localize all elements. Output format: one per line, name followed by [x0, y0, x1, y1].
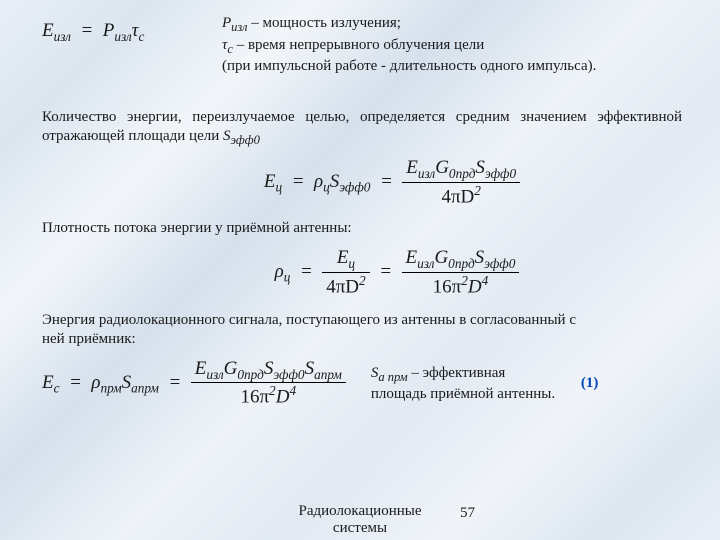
sym: E [406, 157, 418, 178]
sym: G [435, 157, 449, 178]
sub-tau: с [138, 29, 144, 44]
sym: S [305, 358, 315, 379]
numerator: EизлG0прдSэфф0 [402, 248, 520, 273]
eqsign: = [69, 372, 82, 393]
eqsign: = [300, 261, 313, 282]
numerator: EизлG0прдSэфф0Sапрм [191, 359, 346, 384]
para-signal-energy: Энергия радиолокационного сигнала, посту… [42, 311, 602, 349]
sub: эфф0 [339, 180, 370, 195]
sym-P: P [103, 20, 115, 41]
denominator: 16π2D4 [191, 383, 346, 407]
def2-sub: а прм [378, 370, 407, 384]
sub: эфф0 [484, 256, 515, 271]
exp: 4 [482, 273, 489, 288]
sym: E [42, 372, 54, 393]
para1-sym: S [223, 128, 231, 144]
sym: E [195, 358, 207, 379]
eq-flux: ρц = Eц 4πD2 = EизлG0прдSэфф0 16π2D4 [112, 248, 682, 297]
exp: 2 [461, 273, 468, 288]
def-S-aprm: Sа прм – эффективная площадь приёмной ан… [371, 364, 561, 403]
fraction-2: EизлG0прдSэфф0 16π2D4 [402, 248, 520, 297]
sym: S [475, 157, 485, 178]
sub-P: изл [114, 29, 131, 44]
den-text: 4πD [441, 186, 474, 207]
eqsign: = [168, 372, 181, 393]
denominator: 4πD2 [402, 183, 520, 207]
eqsign: = [292, 171, 305, 192]
sub: 0прд [448, 256, 475, 271]
eq-signal-energy: Eс = ρпрмSапрм = EизлG0прдSэфф0Sапрм 16π… [42, 359, 346, 408]
exp: 4 [289, 383, 296, 398]
eq-e-izl: Eизл = Pизлτс [42, 14, 212, 45]
def-tau-text: – время непрерывного облучения цели [233, 37, 484, 53]
sym: D [468, 276, 482, 297]
sub: ц [323, 180, 330, 195]
den-text: 16π [240, 387, 269, 408]
def-P-sym: P [222, 15, 231, 31]
sym-E: E [42, 20, 54, 41]
row-eq4: Eс = ρпрмSапрм = EизлG0прдSэфф0Sапрм 16π… [42, 359, 682, 408]
sym: D [276, 387, 290, 408]
sym: G [434, 247, 448, 268]
eqsign: = [80, 20, 93, 41]
definitions-1: Pизл – мощность излучения; τс – время не… [222, 14, 596, 76]
sub-E: изл [54, 29, 71, 44]
equation-number: (1) [581, 375, 599, 392]
def-tau-line2: (при импульсной работе - длительность од… [222, 57, 596, 76]
eqsign: = [379, 261, 392, 282]
sub: эфф0 [273, 366, 304, 381]
def-P-sub: изл [231, 20, 247, 34]
para1-sub: эфф0 [231, 133, 260, 147]
den-text: 16π [433, 276, 462, 297]
sym: S [122, 372, 132, 393]
sym: G [224, 358, 238, 379]
sub: изл [417, 256, 434, 271]
numerator: EизлG0прдSэфф0 [402, 158, 520, 183]
sub: изл [418, 166, 435, 181]
sym: S [264, 358, 274, 379]
sym: ρ [314, 171, 323, 192]
sub: ц [348, 256, 355, 271]
sub: изл [206, 366, 223, 381]
numerator: Eц [322, 248, 369, 273]
eq-E-target: Eц = ρцSэфф0 = EизлG0прдSэфф0 4πD2 [102, 158, 682, 207]
exp: 2 [359, 273, 366, 288]
sub: прм [100, 380, 121, 395]
exp: 2 [269, 383, 276, 398]
sub: с [54, 380, 60, 395]
sub: эфф0 [485, 166, 516, 181]
para-flux: Плотность потока энергии у приёмной анте… [42, 219, 682, 238]
sub: апрм [314, 366, 342, 381]
para-energy-target: Количество энергии, переизлучаемое целью… [42, 108, 682, 148]
fraction: EизлG0прдSэфф0Sапрм 16π2D4 [191, 359, 346, 408]
fraction-1: Eц 4πD2 [322, 248, 369, 297]
page-content: Eизл = Pизлτс Pизл – мощность излучения;… [42, 8, 682, 408]
def-tau-line: τс – время непрерывного облучения цели [222, 36, 596, 58]
denominator: 4πD2 [322, 273, 369, 297]
sym: E [264, 171, 276, 192]
footer-title: Радиолокационные системы [0, 503, 720, 538]
eqsign: = [380, 171, 393, 192]
sub: 0прд [237, 366, 264, 381]
row-eq1: Eизл = Pизлτс Pизл – мощность излучения;… [42, 14, 682, 76]
fraction: EизлG0прдSэфф0 4πD2 [402, 158, 520, 207]
sym: ρ [275, 261, 284, 282]
denominator: 16π2D4 [402, 273, 520, 297]
sub: ц [275, 180, 282, 195]
exp: 2 [474, 183, 481, 198]
den-text: 4πD [326, 276, 359, 297]
sub: 0прд [449, 166, 476, 181]
sub: ц [284, 270, 291, 285]
sym: E [406, 247, 418, 268]
sym: E [337, 247, 349, 268]
sym: S [330, 171, 340, 192]
def-P-line: Pизл – мощность излучения; [222, 14, 596, 36]
sub: апрм [131, 380, 159, 395]
para1-text: Количество энергии, переизлучаемое целью… [42, 109, 682, 144]
def-P-text: – мощность излучения; [247, 15, 401, 31]
sym: S [475, 247, 485, 268]
